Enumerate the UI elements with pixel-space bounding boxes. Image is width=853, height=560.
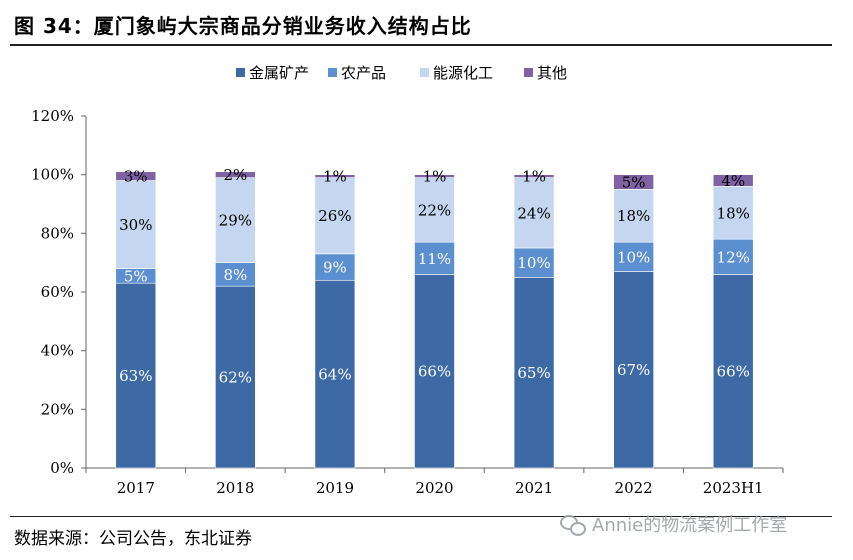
bar-segment [414,274,455,469]
legend-label: 农产品 [341,64,386,82]
data-label: 65% [517,364,550,382]
x-tick-label: 2021 [515,479,553,497]
x-tick-label: 2017 [117,479,155,497]
data-label: 30% [119,216,152,234]
data-label: 8% [223,266,247,284]
bar-segment [513,174,555,178]
data-label: 22% [418,201,451,219]
data-label: 66% [717,363,750,381]
data-label: 5% [622,174,646,192]
bar-segment [712,186,754,240]
data-label: 10% [517,254,550,272]
y-tick-label: 0% [50,459,74,477]
bar-segment [613,271,654,469]
bar-segment [115,180,157,269]
bar-segment [414,174,455,178]
bar-segment [414,177,455,243]
legend-label: 能源化工 [433,64,493,82]
bar-segment [712,274,754,469]
bar-segment [414,241,455,275]
chart-bars [115,171,754,469]
title-rule [10,44,832,46]
y-tick-label: 100% [31,166,74,184]
data-label: 5% [124,267,148,285]
x-tick-label: 2022 [615,479,653,497]
bar-segment [712,174,754,187]
bar-segment [115,282,157,469]
y-tick-label: 120% [31,107,74,125]
chart-legend: 金属矿产 农产品 能源化工 其他 [236,64,567,82]
data-label: 11% [418,250,451,268]
data-label: 66% [418,363,451,381]
x-tick-label: 2018 [216,479,254,497]
bar-segment [314,253,356,281]
bar-segment [215,171,256,178]
bar-segment [613,189,654,243]
watermark: Annie的物流案例工作室 [560,508,787,540]
bar-segment [314,177,356,255]
chart-axes: 0% 20% 40% 60% 80% 100% 120% 2017 2018 2019 2020 20… [31,107,784,497]
x-tick-label: 2023H1 [703,479,764,497]
data-label: 1% [323,168,347,186]
data-label: 3% [124,168,148,186]
data-label: 18% [717,204,750,222]
data-label: 18% [617,207,650,225]
data-label: 4% [721,172,745,190]
data-label: 67% [617,361,650,379]
bar-segment [115,171,157,181]
legend-label: 其他 [537,64,567,82]
stacked-bar-chart: 金属矿产 农产品 能源化工 其他 0% 20% 40% 60% 80% 100% 120% 2017… [31,64,784,497]
data-label: 9% [323,259,347,277]
data-label: 2% [223,166,247,184]
bar-segment [613,174,654,190]
watermark-text: Annie的物流案例工作室 [592,515,788,536]
source-note: 数据来源：公司公告，东北证券 [14,529,252,549]
data-label: 24% [517,204,550,222]
data-label: 10% [617,248,650,266]
legend-swatch [328,68,337,77]
y-tick-label: 80% [41,224,74,242]
data-label: 12% [717,248,750,266]
data-label: 64% [318,366,351,384]
bar-segment [314,174,356,178]
y-tick-label: 40% [41,342,74,360]
data-label: 26% [318,207,351,225]
source-rule [10,516,832,517]
legend-swatch [524,68,533,77]
x-tick-label: 2019 [316,479,354,497]
data-label: 1% [423,168,447,186]
chart-data-labels: 63% 5% 30% 3% 62% 8% 29% 2% 64% 9% 26% 1% 66% 11% 22% 1… [119,166,750,386]
bar-segment [314,279,356,469]
data-label: 63% [119,367,152,385]
y-tick-label: 20% [41,400,74,418]
bar-segment [513,247,555,278]
data-label: 29% [219,212,252,230]
figure-title: 图 34：厦门象屿大宗商品分销业务收入结构占比 [14,14,472,38]
data-label: 1% [522,168,546,186]
legend-swatch [420,68,429,77]
bar-segment [513,277,555,469]
data-label: 62% [219,369,252,387]
x-tick-label: 2020 [415,479,453,497]
legend-swatch [236,68,245,77]
bar-segment [215,285,256,469]
y-tick-label: 60% [41,283,74,301]
wechat-icon [560,513,586,536]
legend-label: 金属矿产 [249,64,309,82]
bar-segment [513,177,555,249]
